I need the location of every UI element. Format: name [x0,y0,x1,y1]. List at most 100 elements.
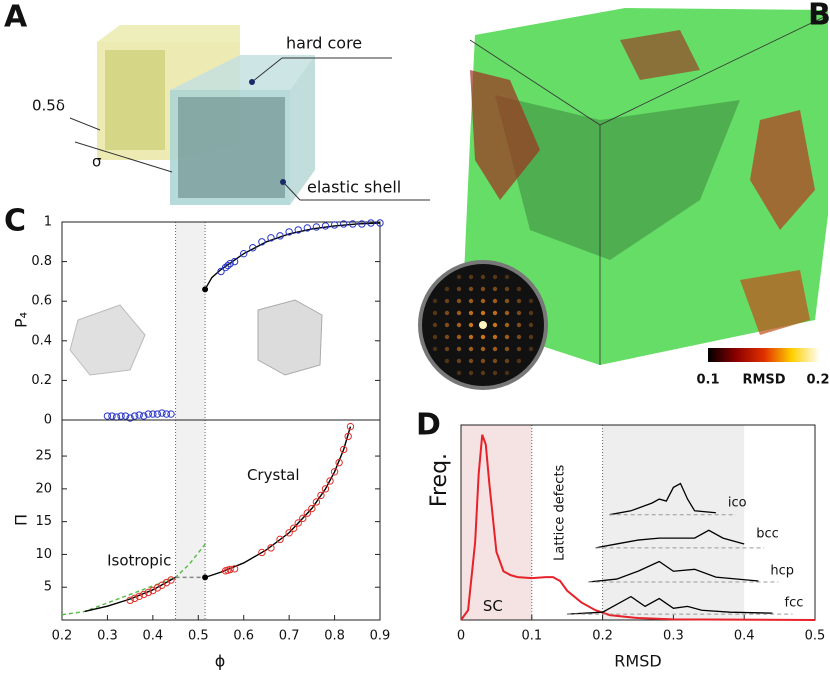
core-teal [178,97,285,198]
defect [750,110,815,230]
point [367,219,375,227]
diffraction-spot [480,286,486,292]
diffraction-spot [456,370,462,376]
point [144,410,153,418]
point [339,445,348,454]
panel-label: D [416,408,441,443]
diffraction-spot [456,358,462,364]
point [330,468,339,476]
colorbar-max: 0.2 [806,373,829,388]
leader [282,181,301,201]
y-tick-label: 0.4 [31,333,52,348]
leader-dot [249,79,255,85]
shell-yellow-top [97,25,240,42]
diffraction-spot [504,370,510,376]
diffraction-spot [432,322,438,328]
diffraction-spot [444,322,450,328]
legend-label: hcp [770,564,794,579]
point [217,267,225,276]
y-axis-label: P₄ [12,312,31,328]
point [294,519,302,527]
diffraction-spot [480,346,486,352]
plot-frame [61,419,381,621]
diffraction-spot [456,322,462,328]
point [285,529,293,537]
inset-crystal [257,299,323,376]
point [158,409,166,417]
panel-label: A [4,0,28,35]
point [346,422,355,431]
point-dot [202,574,209,581]
fit-line [204,426,352,579]
cube-cluster [257,299,323,376]
diffraction-spot [504,310,510,316]
leader-dot [280,179,286,185]
point [108,412,116,420]
diffraction-spot [468,358,474,364]
point [121,412,130,420]
point [130,594,139,603]
x-tick-label: 0.2 [592,629,613,644]
point [167,410,175,418]
annotation: Isotropic [107,551,171,569]
point [285,228,293,236]
x-tick-label: 0.2 [52,629,73,644]
diffraction-spot [516,346,522,352]
cube-cluster [69,304,146,376]
point [321,485,330,493]
point [312,498,321,506]
diffraction-spot [492,298,498,304]
y-tick-label: 0.8 [31,254,52,269]
point [226,565,234,574]
cavity [495,95,740,260]
diffraction-spot [516,358,522,364]
diffraction-spot [504,322,510,328]
point [249,244,257,252]
diffraction-spot [528,334,534,340]
point [135,411,143,419]
dim-line [69,117,101,131]
point [162,410,171,418]
diffraction-spot [516,334,522,340]
diffraction-spot [468,346,474,352]
x-tick-label: 0.4 [143,629,164,644]
diffraction-spot [444,346,450,352]
diffraction-spot [432,334,438,340]
diffraction-spot [456,346,462,352]
point [312,223,321,231]
diffraction-spot [480,298,486,304]
point [130,412,139,420]
point [349,220,357,228]
diffraction-spot [528,310,534,316]
y-tick-label: 5 [44,580,52,595]
diffraction-spot [528,298,534,304]
x-tick-label: 0.6 [233,629,254,644]
diffraction-spot [492,322,498,328]
diffraction-spot [444,286,450,292]
legend-label: ico [728,495,747,510]
diffraction-spot [504,358,510,364]
point [330,221,339,229]
point [303,224,312,232]
diffraction-spot [528,346,534,352]
colorbar-min: 0.1 [696,373,719,388]
diffraction-spot [468,286,474,292]
point [289,524,298,532]
diffraction-spot [492,274,498,280]
diffraction-spot [432,298,438,304]
simulation-render [462,8,829,365]
x-tick-label: 0.3 [663,629,684,644]
point [339,220,348,228]
diffraction-spot [480,370,486,376]
diffraction-spot [480,310,486,316]
diffraction-spot [444,298,450,304]
shell-label: elastic shell [307,178,401,197]
point [144,588,153,597]
diffraction-spot [456,298,462,304]
diffraction-spot [480,334,486,340]
point [294,226,302,234]
y-tick-label: 20 [35,481,52,496]
x-tick-label: 0.5 [188,629,209,644]
curve [609,482,716,516]
point [321,222,330,230]
